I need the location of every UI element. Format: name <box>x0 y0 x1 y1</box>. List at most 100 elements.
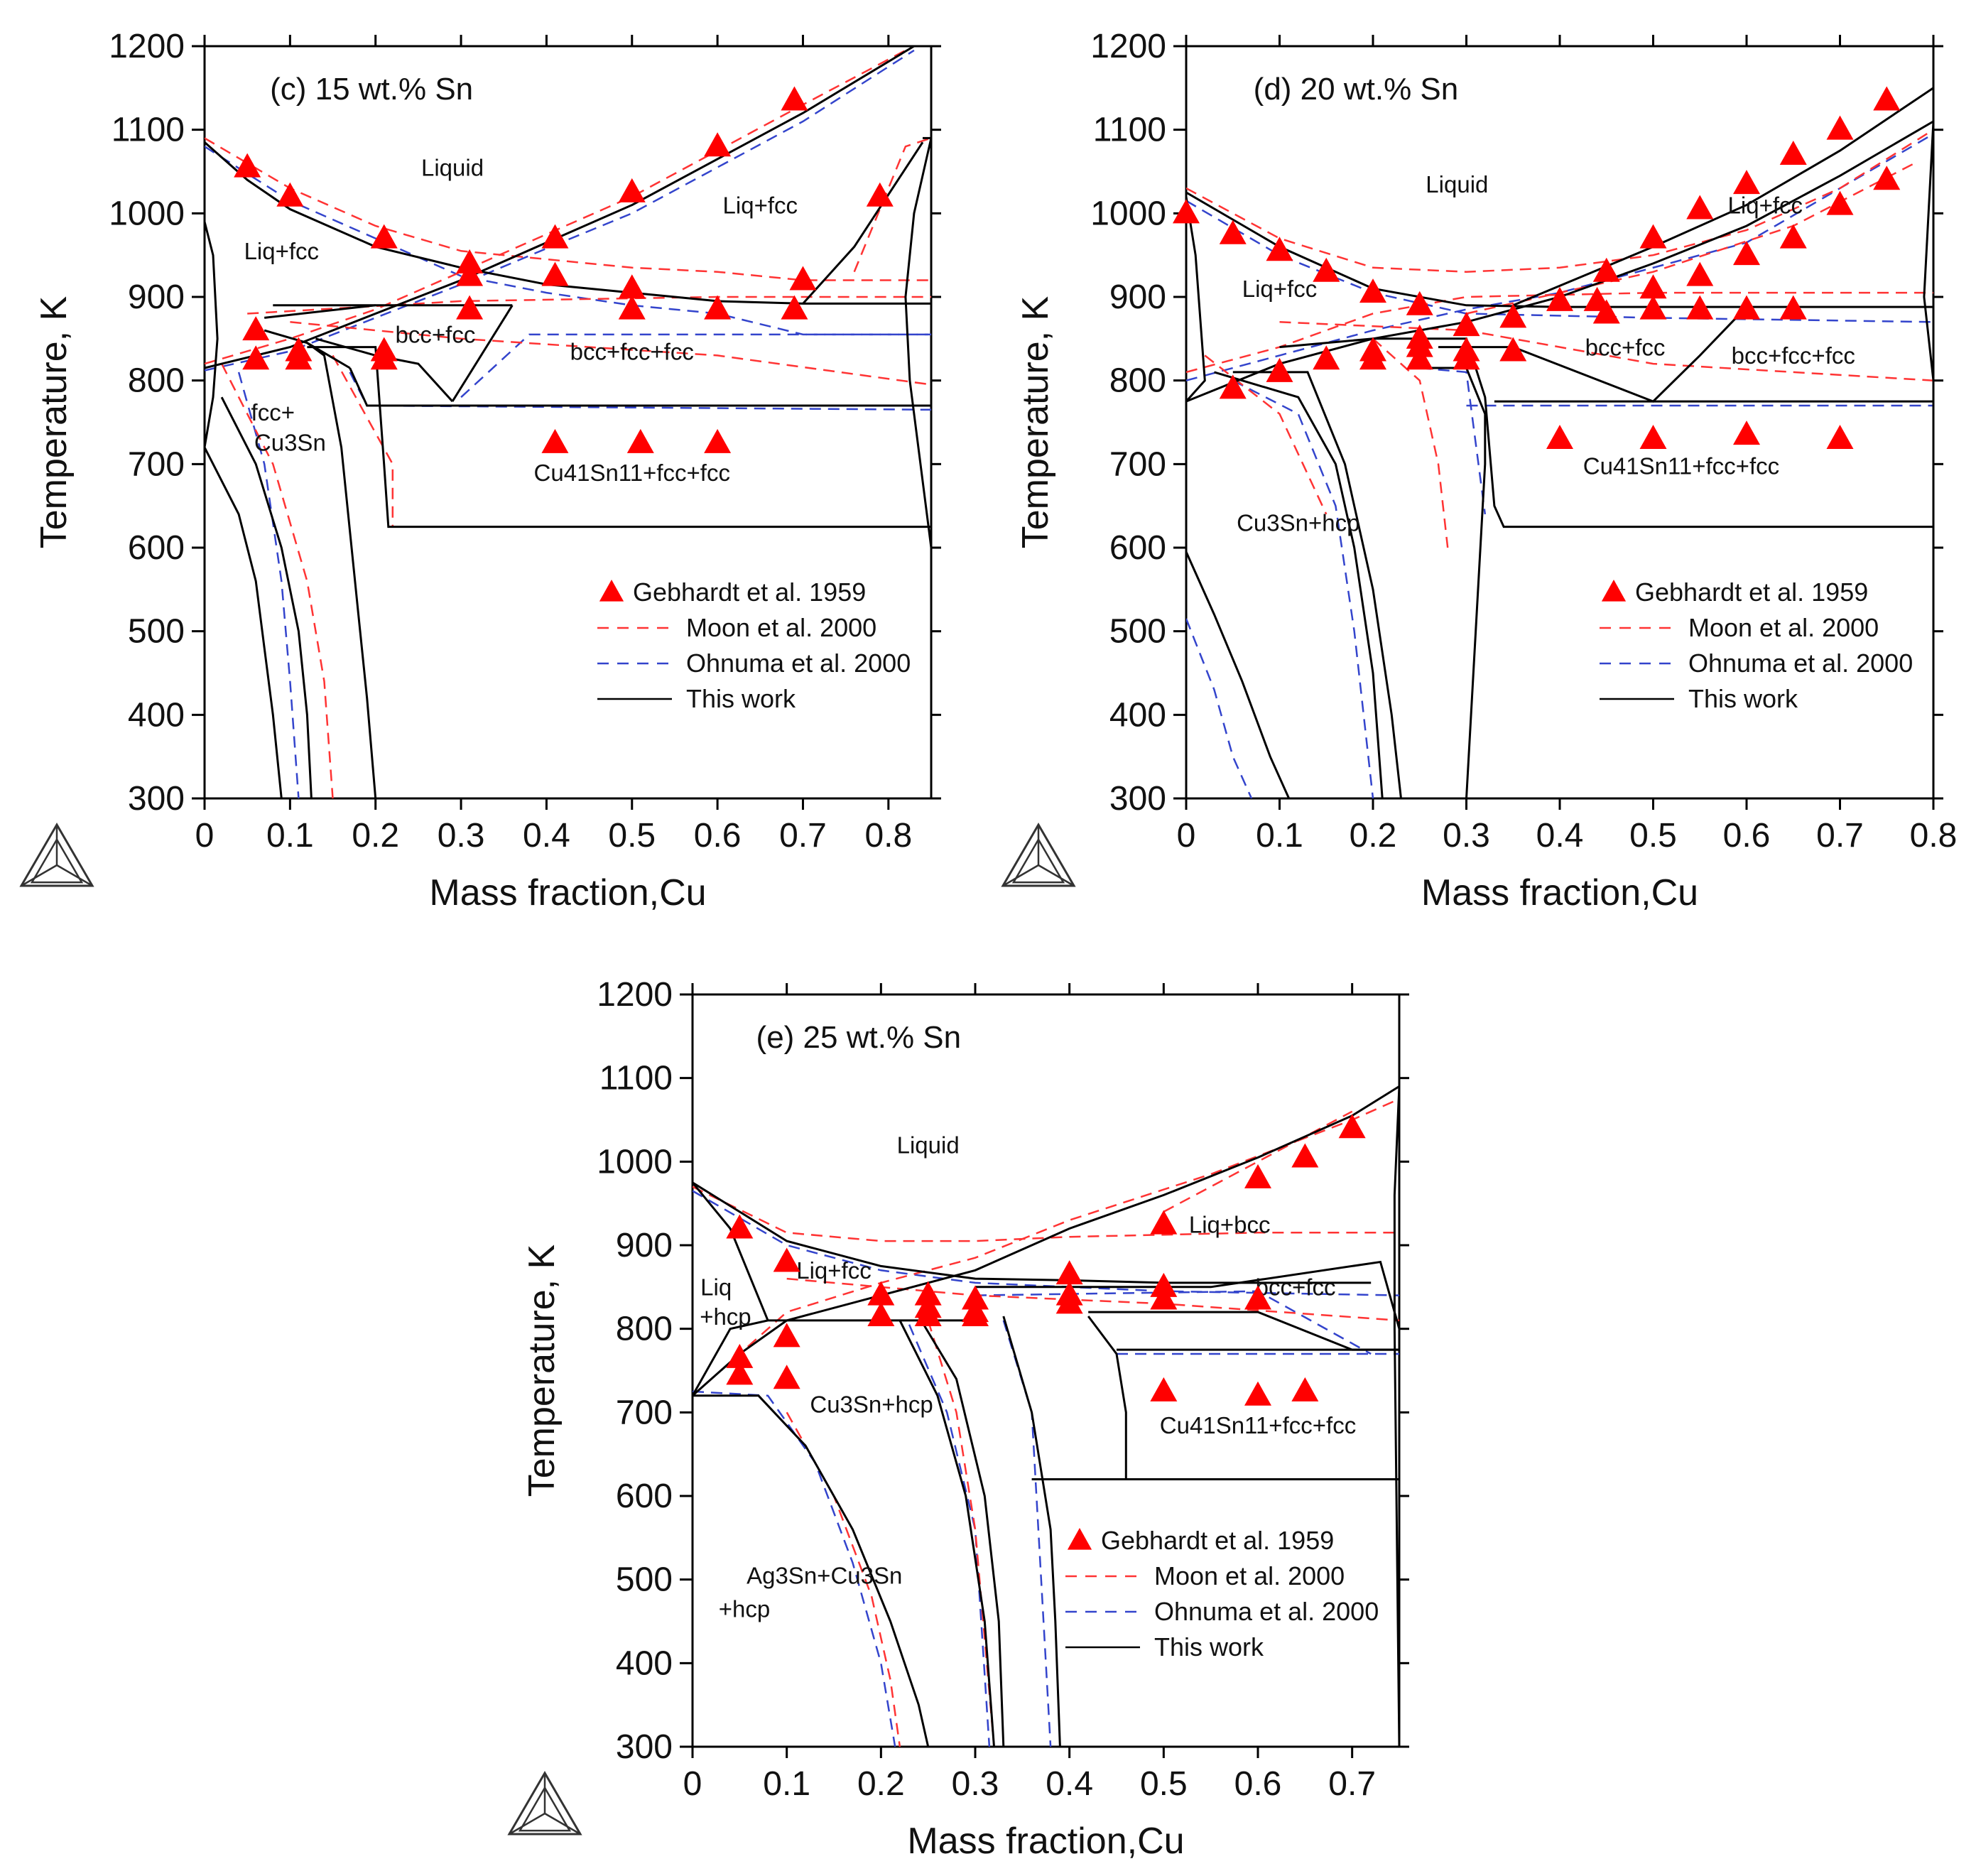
phase-region-label: Liq <box>700 1274 732 1301</box>
gebhardt-data-point <box>1780 141 1807 165</box>
x-axis-title: Mass fraction,Cu <box>907 1821 1184 1862</box>
gebhardt-data-point <box>1686 195 1713 219</box>
y-tick-label: 800 <box>616 1311 673 1348</box>
panel-title: (e) 25 wt.% Sn <box>756 1020 962 1055</box>
gebhardt-data-point <box>781 86 808 110</box>
plot-frame <box>205 46 931 798</box>
plot-frame <box>693 994 1399 1747</box>
y-tick-label: 800 <box>1109 362 1166 400</box>
thermo-calc-logo-icon <box>509 1773 580 1834</box>
gebhardt-data-point <box>1686 262 1713 286</box>
x-tick-label: 0.8 <box>1910 817 1958 855</box>
thiswork-boundary-line <box>918 1316 1003 1747</box>
legend-entry-label: This work <box>1688 684 1798 713</box>
phase-region-label: Ag3Sn+Cu3Sn <box>747 1563 902 1589</box>
gebhardt-data-point <box>1339 1114 1366 1138</box>
panel-title: (d) 20 wt.% Sn <box>1254 72 1459 107</box>
gebhardt-data-point <box>1150 1377 1177 1401</box>
y-tick-label: 900 <box>616 1227 673 1264</box>
phase-region-label: bcc+fcc <box>396 322 476 348</box>
y-tick-label: 300 <box>1109 780 1166 818</box>
y-tick-label: 900 <box>128 278 185 316</box>
gebhardt-data-point <box>1406 345 1433 369</box>
gebhardt-data-point <box>1150 1210 1177 1235</box>
y-tick-label: 600 <box>616 1478 673 1515</box>
y-axis-title: Temperature, K <box>1015 296 1056 548</box>
gebhardt-data-point <box>1291 1143 1318 1167</box>
gebhardt-data-point <box>704 132 731 156</box>
y-tick-label: 500 <box>1109 613 1166 651</box>
legend-triangle-icon <box>599 580 624 602</box>
legend-entry-label: Ohnuma et al. 2000 <box>1688 649 1913 678</box>
chart-panel-d: 3004005006007008009001000110012000 0.1 0.2… <box>1003 28 1957 913</box>
legend-triangle-icon <box>1068 1528 1092 1550</box>
x-tick-label: 0.4 <box>1536 817 1584 855</box>
x-tick-label: 0 <box>195 817 215 855</box>
legend: Gebhardt et al. 1959 Moon et al. 2000 Ohnu… <box>1065 1526 1379 1661</box>
gebhardt-data-point <box>1244 1382 1271 1406</box>
x-tick-label: 0.7 <box>779 817 827 855</box>
legend-entry-label: Gebhardt et al. 1959 <box>1635 578 1868 607</box>
y-tick-label: 1000 <box>1090 195 1166 232</box>
phase-region-label: Cu3Sn <box>254 430 326 456</box>
gebhardt-data-point <box>1150 1285 1177 1309</box>
phase-region-label: bcc+fcc <box>1256 1274 1336 1301</box>
moon-boundary-line <box>693 1099 1399 1396</box>
gebhardt-data-point <box>1640 224 1667 249</box>
gebhardt-data-point <box>789 266 816 290</box>
phase-region-label: Liq+fcc <box>723 192 798 218</box>
thiswork-boundary-line <box>452 305 512 401</box>
moon-boundary-line <box>1373 339 1448 548</box>
y-tick-label: 800 <box>128 362 185 400</box>
y-tick-label: 1100 <box>112 112 185 149</box>
legend-triangle-icon <box>1602 580 1626 602</box>
y-tick-label: 600 <box>128 529 185 567</box>
legend-entry-label: Moon et al. 2000 <box>686 613 876 642</box>
phase-region-label: Liq+fcc <box>1728 192 1803 218</box>
gebhardt-data-point <box>1056 1260 1083 1284</box>
gebhardt-data-point <box>456 262 483 286</box>
gebhardt-data-point <box>371 224 398 249</box>
x-tick-label: 0.3 <box>1443 817 1490 855</box>
thiswork-boundary-line <box>205 142 931 303</box>
phase-region-label: +hcp <box>700 1303 751 1330</box>
y-tick-label: 1200 <box>597 976 673 1014</box>
gebhardt-data-point <box>704 296 731 320</box>
legend-entry-label: This work <box>1154 1632 1264 1661</box>
phase-region-label: Liq+fcc <box>796 1257 871 1284</box>
phase-region-label: Cu41Sn11+fcc+fcc <box>1160 1412 1356 1438</box>
x-tick-label: 0.7 <box>1816 817 1864 855</box>
gebhardt-data-point <box>1733 170 1760 194</box>
chart-panel-e: 3004005006007008009001000110012000 0.1 0.2… <box>509 976 1409 1862</box>
y-tick-label: 400 <box>1109 696 1166 734</box>
x-tick-label: 0.4 <box>1046 1765 1093 1803</box>
legend-entry-label: Ohnuma et al. 2000 <box>1154 1597 1379 1626</box>
gebhardt-data-point <box>276 183 303 207</box>
gebhardt-data-point <box>781 296 808 320</box>
phase-region-label: Cu41Sn11+fcc+fcc <box>534 460 730 486</box>
gebhardt-data-point <box>1640 274 1667 298</box>
thiswork-boundary-line <box>906 138 933 798</box>
x-tick-label: 0.1 <box>1256 817 1303 855</box>
legend-entry-label: Moon et al. 2000 <box>1154 1561 1345 1590</box>
y-tick-label: 400 <box>128 696 185 734</box>
gebhardt-data-point <box>1733 421 1760 445</box>
x-tick-label: 0.5 <box>1140 1765 1188 1803</box>
phase-region-label: bcc+fcc+fcc <box>1732 342 1855 369</box>
y-tick-label: 900 <box>1109 278 1166 316</box>
thiswork-boundary-line <box>307 343 375 798</box>
gebhardt-data-point <box>1640 425 1667 449</box>
y-tick-label: 700 <box>616 1394 673 1431</box>
x-tick-label: 0 <box>683 1765 702 1803</box>
gebhardt-data-point <box>1546 425 1573 449</box>
legend-entry-label: Moon et al. 2000 <box>1688 613 1879 642</box>
legend-entry-label: Ohnuma et al. 2000 <box>686 649 911 678</box>
thiswork-boundary-line <box>307 347 931 527</box>
y-tick-label: 400 <box>616 1644 673 1682</box>
phase-region-label: bcc+fcc+fcc <box>570 338 694 364</box>
phase-region-label: fcc+ <box>251 399 295 425</box>
phase-region-label: Cu3Sn+hcp <box>1237 509 1359 536</box>
thiswork-boundary-line <box>1186 552 1289 798</box>
thiswork-boundary-line <box>1004 1316 1060 1747</box>
thermo-calc-logo-icon <box>1003 825 1074 886</box>
